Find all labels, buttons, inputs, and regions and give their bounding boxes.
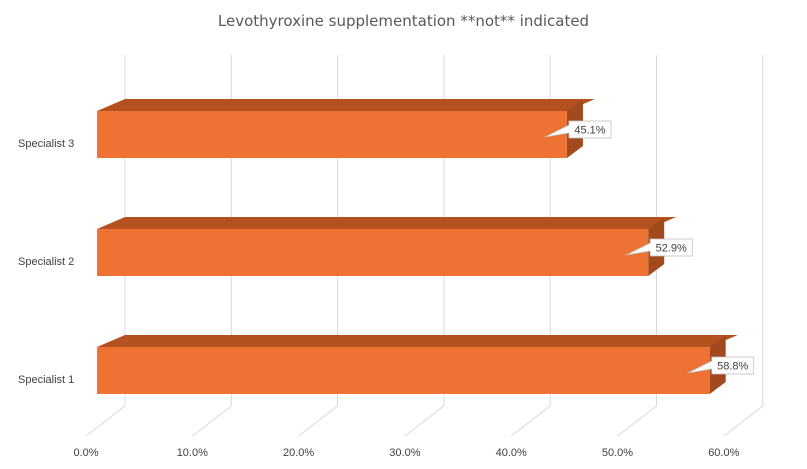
x-tick-label: 0.0% <box>73 447 98 459</box>
data-label: 52.9% <box>656 243 687 255</box>
data-label: 45.1% <box>574 125 605 137</box>
gridline-floor <box>85 405 126 437</box>
data-label: 58.8% <box>717 361 748 373</box>
gridline-floor <box>404 405 445 437</box>
category-label: Specialist 2 <box>18 256 74 268</box>
x-tick-label: 40.0% <box>496 447 527 459</box>
gridline-floor <box>723 405 764 437</box>
bar-top-face <box>97 99 595 111</box>
chart-title: Levothyroxine supplementation **not** in… <box>217 12 590 30</box>
gridline-floor <box>191 405 232 437</box>
category-label: Specialist 3 <box>18 138 74 150</box>
category-label: Specialist 1 <box>18 374 74 386</box>
bar-top-face <box>97 335 738 347</box>
gridline-floor <box>298 405 338 437</box>
x-tick-label: 50.0% <box>602 447 633 459</box>
x-tick-label: 10.0% <box>177 447 208 459</box>
x-tick-label: 30.0% <box>389 447 420 459</box>
x-tick-label: 20.0% <box>283 447 314 459</box>
x-tick-label: 60.0% <box>708 447 739 459</box>
bar-top-face <box>97 217 677 229</box>
bar <box>97 111 567 158</box>
gridline-floor <box>510 405 551 437</box>
bar <box>97 229 649 276</box>
bar <box>97 347 710 394</box>
gridline-floor <box>617 405 657 437</box>
